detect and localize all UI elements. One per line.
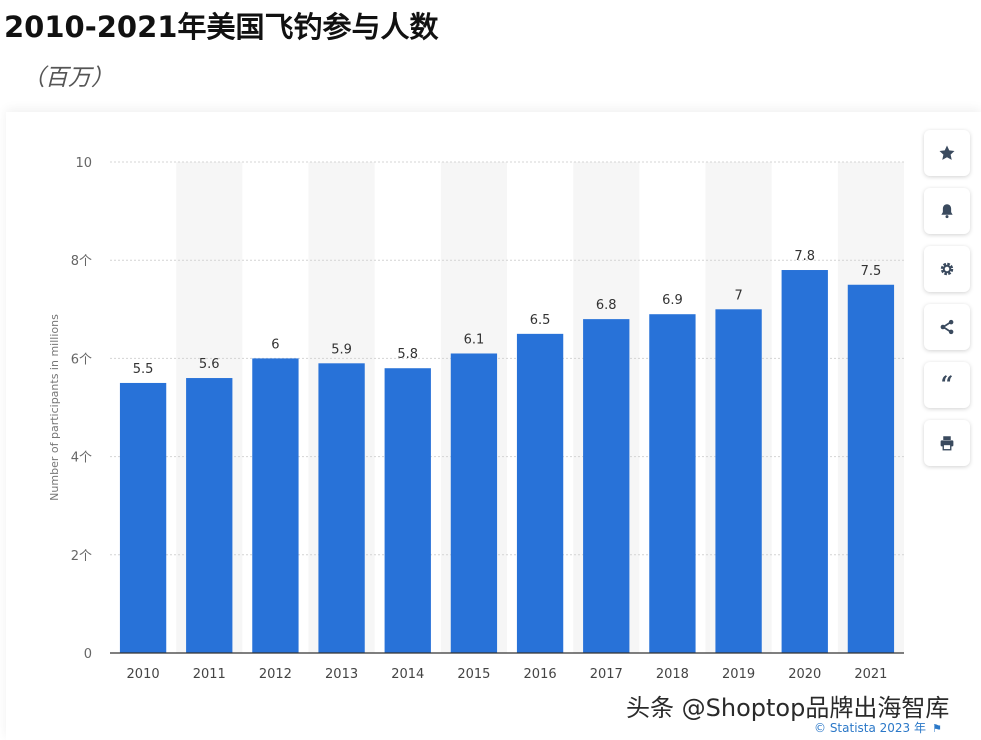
x-tick-label: 2012 bbox=[259, 667, 292, 682]
cite-button[interactable]: “ bbox=[924, 362, 970, 408]
gear-icon bbox=[940, 262, 954, 276]
bar bbox=[781, 270, 828, 653]
bar-value-label: 5.6 bbox=[199, 357, 220, 372]
bar bbox=[119, 382, 167, 653]
y-tick-label: 4个 bbox=[71, 451, 92, 466]
bar-value-label: 6.5 bbox=[530, 313, 551, 328]
x-tick-label: 2021 bbox=[854, 667, 887, 682]
print-button[interactable] bbox=[924, 420, 970, 466]
bar bbox=[186, 378, 233, 653]
x-tick-label: 2017 bbox=[590, 667, 623, 682]
quote-icon: “ bbox=[940, 372, 954, 398]
y-axis-label: Number of participants in millions bbox=[48, 314, 61, 501]
bar-value-label: 7.5 bbox=[861, 264, 882, 279]
x-tick-label: 2016 bbox=[524, 667, 557, 682]
star-icon bbox=[939, 145, 955, 160]
bar-value-label: 6.1 bbox=[464, 332, 485, 347]
flag-icon[interactable]: ⚑ bbox=[932, 722, 942, 735]
bar bbox=[583, 319, 630, 653]
bar-value-label: 5.5 bbox=[133, 362, 154, 377]
favorite-button[interactable] bbox=[924, 130, 970, 176]
statista-credit[interactable]: © Statista 2023 年 ⚑ bbox=[814, 719, 942, 736]
x-tick-label: 2015 bbox=[457, 667, 490, 682]
notification-button[interactable] bbox=[924, 188, 970, 234]
x-tick-label: 2013 bbox=[325, 667, 358, 682]
bar bbox=[450, 353, 498, 653]
bar-value-label: 6.9 bbox=[662, 293, 683, 308]
x-tick-label: 2019 bbox=[722, 667, 755, 682]
share-icon bbox=[940, 319, 954, 335]
y-tick-label: 6个 bbox=[71, 352, 92, 367]
bar bbox=[847, 284, 895, 653]
y-tick-label: 0 bbox=[84, 647, 92, 662]
bar bbox=[252, 358, 299, 653]
share-button[interactable] bbox=[924, 304, 970, 350]
x-tick-label: 2011 bbox=[193, 667, 226, 682]
y-tick-label: 8个 bbox=[71, 254, 92, 269]
page-title: 2010-2021年美国飞钓参与人数 bbox=[4, 10, 439, 44]
page-subtitle: （百万） bbox=[22, 65, 114, 91]
watermark-text: 头条 @Shoptop品牌出海智库 bbox=[626, 694, 950, 722]
bar bbox=[384, 368, 431, 653]
y-tick-label: 10 bbox=[75, 156, 92, 171]
print-icon bbox=[940, 436, 954, 451]
y-tick-label: 2个 bbox=[71, 549, 92, 564]
x-tick-label: 2010 bbox=[127, 667, 160, 682]
x-tick-label: 2018 bbox=[656, 667, 689, 682]
bar bbox=[516, 333, 564, 653]
x-tick-label: 2020 bbox=[788, 667, 821, 682]
x-tick-label: 2014 bbox=[391, 667, 424, 682]
chart-card: 0 2个 4个 6个 8个 10 Number of participants in mil… bbox=[6, 112, 981, 740]
bar-value-label: 5.8 bbox=[397, 347, 418, 362]
bar-chart: 0 2个 4个 6个 8个 10 Number of participants in mil… bbox=[48, 156, 904, 682]
settings-button[interactable] bbox=[924, 246, 970, 292]
bell-icon bbox=[941, 204, 953, 219]
bar-value-label: 7 bbox=[734, 288, 742, 303]
bar bbox=[649, 314, 696, 653]
bar bbox=[715, 309, 762, 653]
bar bbox=[318, 363, 365, 653]
bar-value-label: 6.8 bbox=[596, 298, 617, 313]
bar-value-label: 6 bbox=[271, 337, 279, 352]
bar-value-label: 7.8 bbox=[794, 249, 815, 264]
bar-value-label: 5.9 bbox=[331, 342, 352, 357]
credit-text: © Statista 2023 年 bbox=[814, 721, 927, 735]
